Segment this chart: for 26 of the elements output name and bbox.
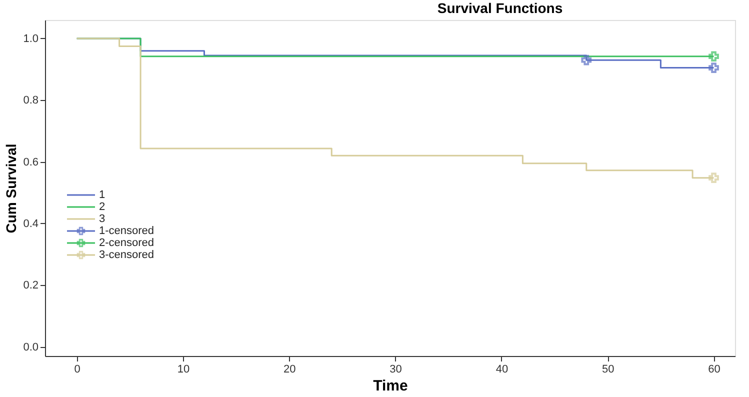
y-axis-title: Cum Survival: [3, 144, 20, 234]
y-tick-label: 0.2: [23, 280, 38, 292]
legend-label: 2: [99, 201, 106, 213]
y-tick-label: 1.0: [23, 32, 38, 45]
legend-label: 2-censored: [99, 237, 154, 249]
x-tick-label: 30: [390, 364, 402, 376]
legend-label: 3: [99, 213, 106, 225]
y-tick-label: 0.4: [23, 218, 38, 230]
x-tick-label: 40: [496, 364, 508, 376]
legend-label: 1: [99, 189, 106, 201]
point: [708, 62, 719, 73]
x-axis-title: Time: [373, 378, 408, 394]
y-tick-label: 0.0: [23, 341, 38, 354]
point: [708, 51, 719, 62]
point: [581, 54, 592, 66]
x-tick-label: 50: [602, 364, 614, 376]
x-tick-label: 60: [708, 364, 720, 376]
legend-label: 3-censored: [99, 249, 154, 261]
x-tick-label: 20: [284, 364, 296, 376]
chart-title: Survival Functions: [437, 0, 563, 16]
y-tick-label: 0.6: [23, 156, 38, 168]
x-tick-label: 0: [74, 364, 80, 376]
point: [708, 172, 719, 184]
legend-label: 1-censored: [99, 225, 154, 237]
y-tick-label: 0.8: [23, 94, 38, 107]
x-tick-label: 10: [177, 364, 190, 376]
